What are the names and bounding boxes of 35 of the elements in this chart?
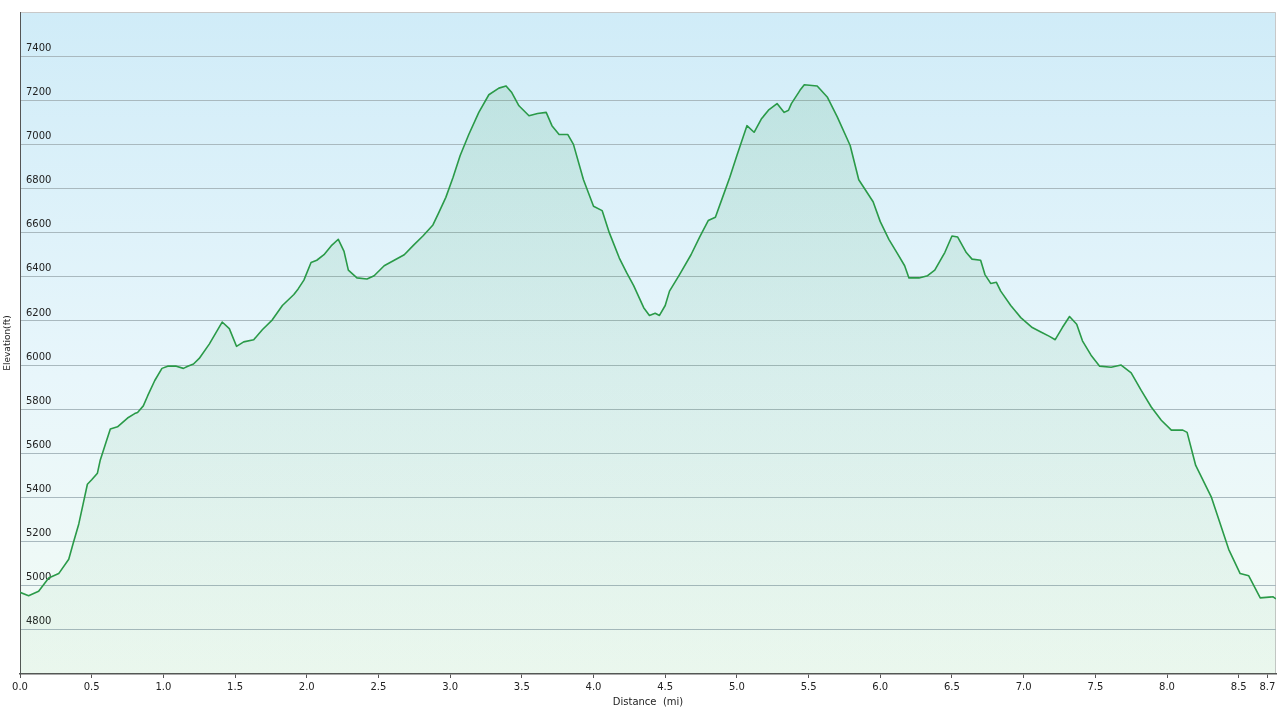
x-tick-label: 6.5	[944, 680, 960, 692]
y-tick-label: 5400	[26, 483, 52, 495]
y-tick-label: 6200	[26, 306, 52, 318]
x-tick-label: 5.5	[800, 680, 817, 692]
x-tick-label: 7.5	[1087, 680, 1104, 692]
y-tick-label: 6000	[26, 350, 52, 362]
y-axis-title: Elevation(ft)	[1, 315, 12, 371]
x-tick-label: 0.0	[12, 680, 28, 692]
x-tick-label: 3.0	[442, 680, 459, 692]
y-tick-label: 5800	[26, 394, 52, 406]
x-tick-label: 8.7	[1259, 680, 1276, 692]
x-tick-label: 2.5	[370, 680, 387, 692]
y-tick-label: 7200	[26, 85, 52, 97]
x-tick-label: 8.5	[1230, 680, 1247, 692]
x-tick-label: 1.5	[227, 680, 244, 692]
y-tick-label: 5000	[26, 571, 52, 583]
x-tick-label: 4.0	[585, 680, 602, 692]
x-tick-label: 2.0	[298, 680, 315, 692]
y-tick-label: 6600	[26, 218, 52, 230]
x-axis-title: Distance (mi)	[612, 695, 684, 707]
y-tick-label: 7400	[26, 41, 52, 53]
y-tick-label: 4800	[26, 615, 52, 627]
x-tick-label: 1.0	[155, 680, 172, 692]
x-tick-label: 4.5	[657, 680, 674, 692]
x-tick-label: 3.5	[513, 680, 530, 692]
x-tick-label: 8.0	[1159, 680, 1175, 692]
y-tick-label: 7000	[26, 129, 52, 141]
y-tick-label: 6800	[26, 174, 52, 186]
x-tick-label: 6.0	[872, 680, 889, 692]
y-tick-label: 6400	[26, 262, 52, 274]
y-tick-label: 5200	[26, 527, 52, 539]
x-tick-label: 0.5	[83, 680, 100, 692]
x-tick-label: 5.0	[728, 680, 745, 692]
y-tick-label: 5600	[26, 438, 52, 450]
x-tick-label: 7.0	[1015, 680, 1032, 692]
